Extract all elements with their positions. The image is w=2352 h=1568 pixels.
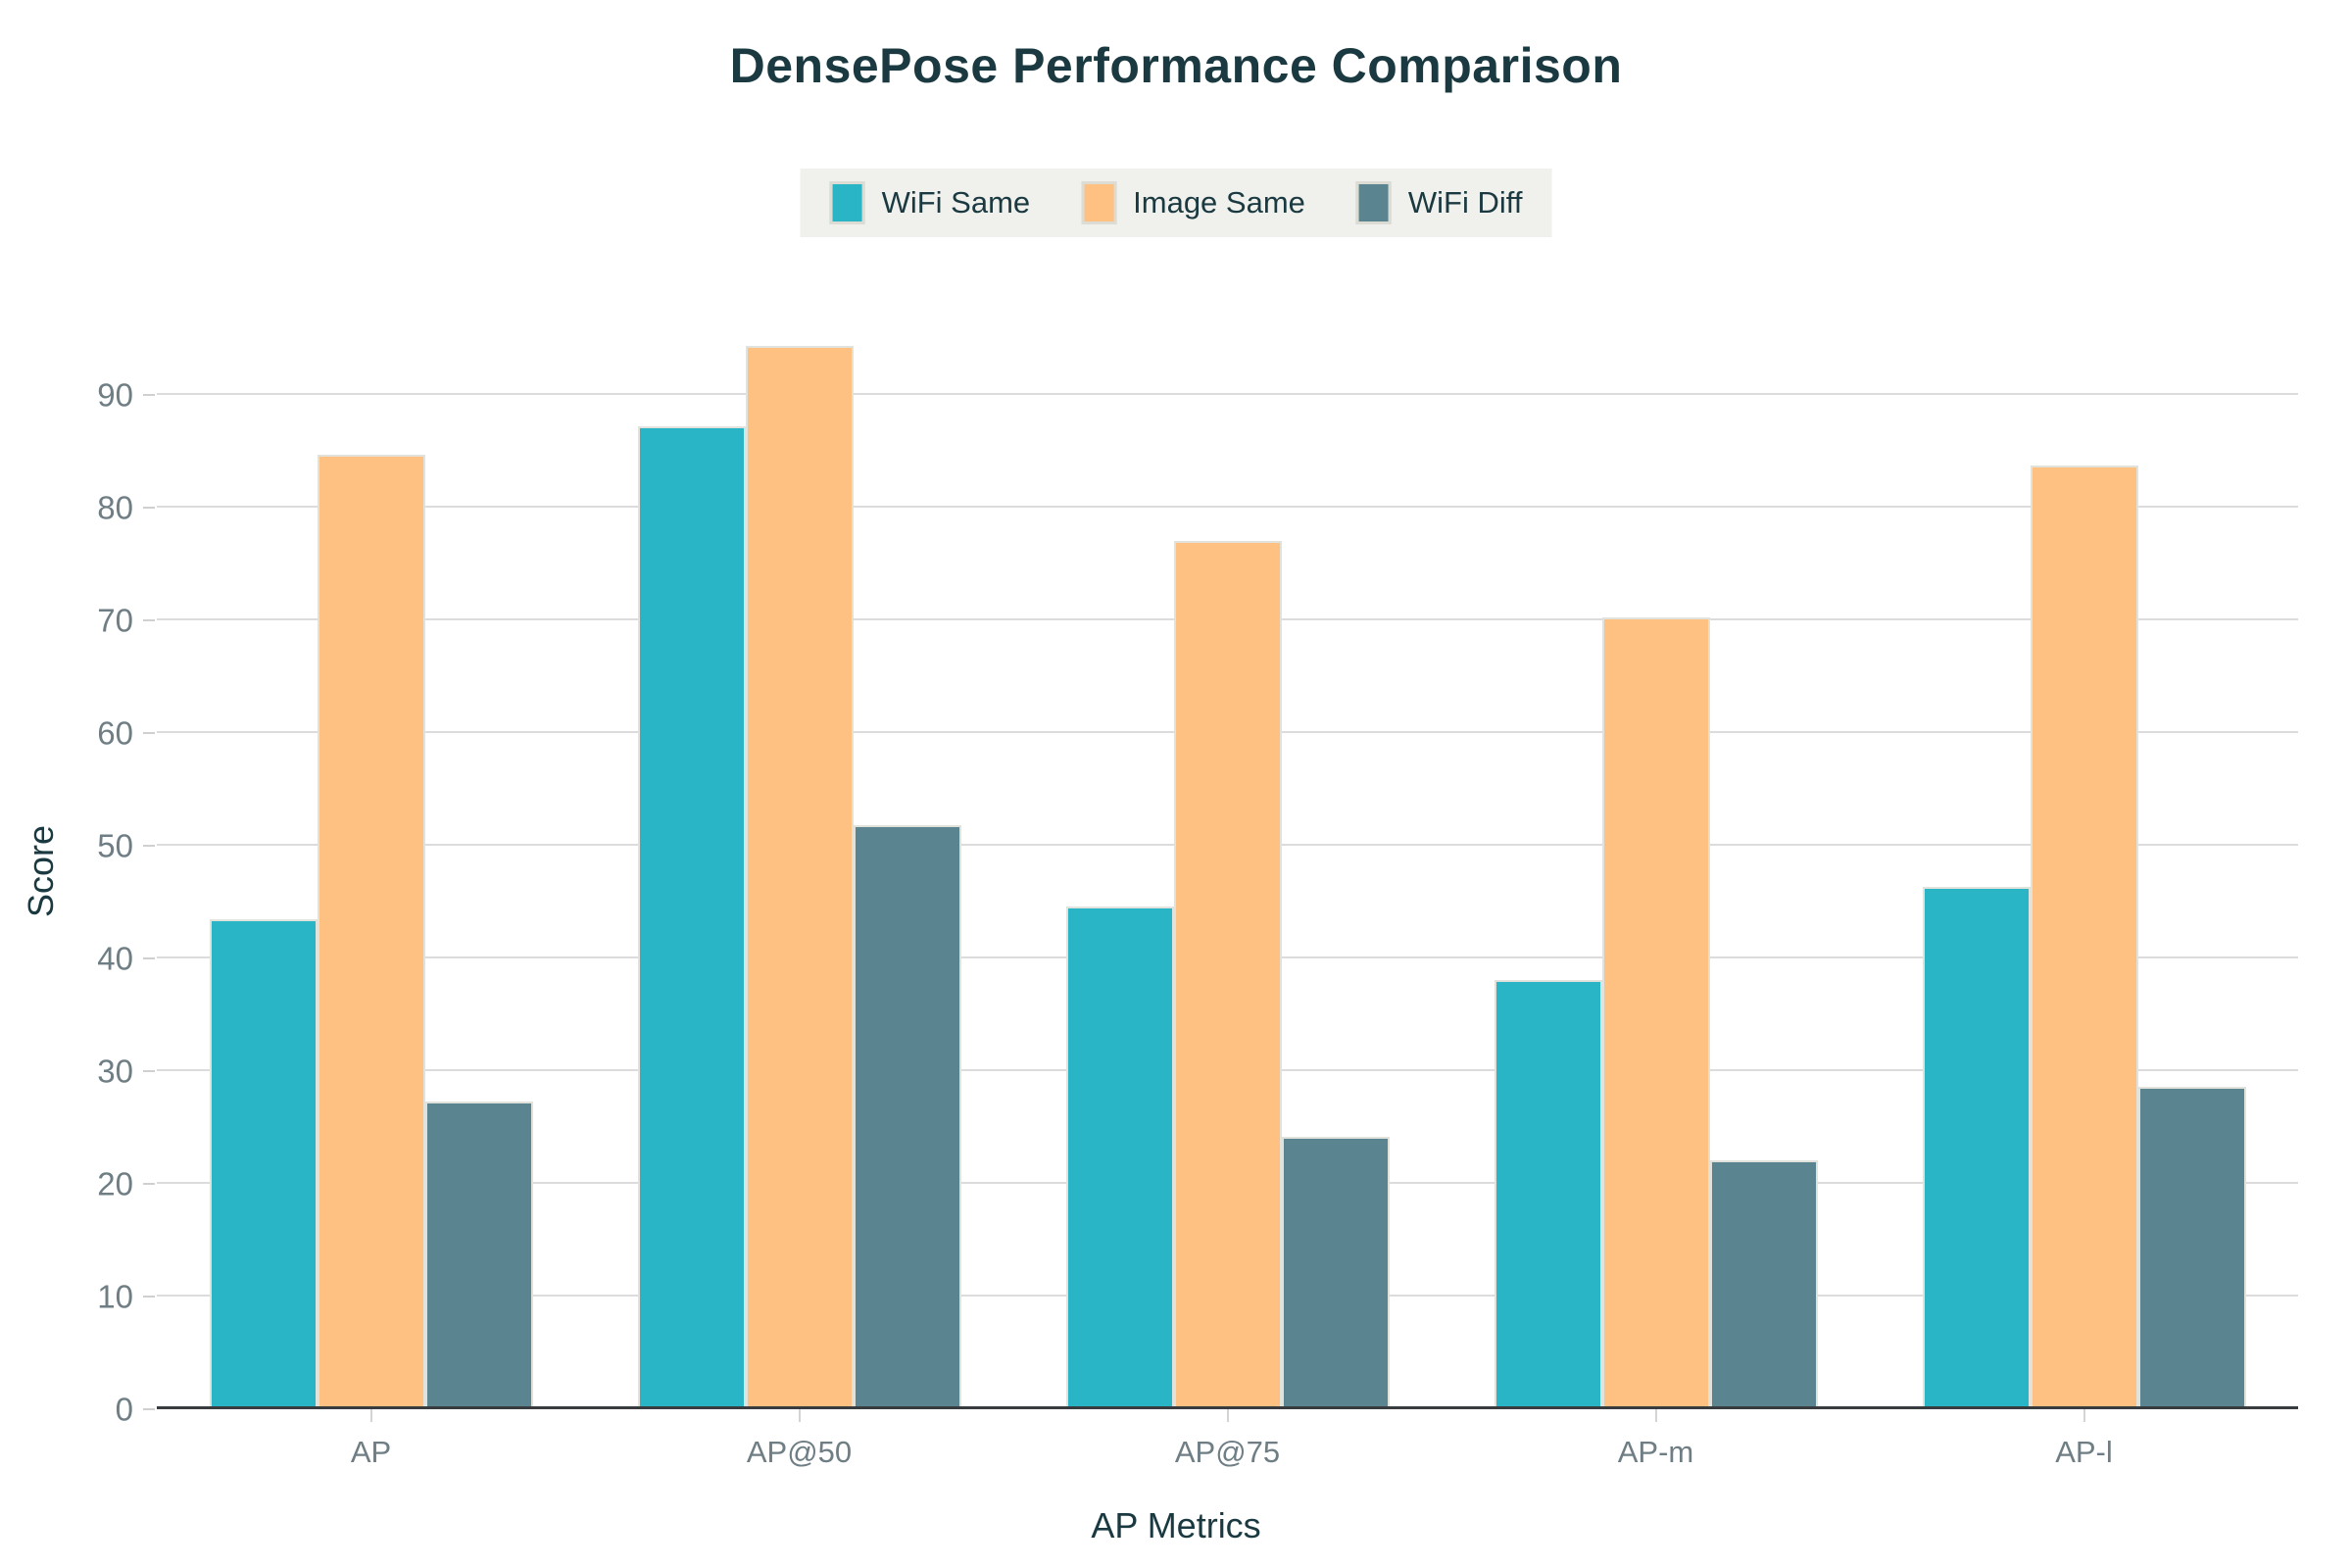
y-tick-label-40: 40: [97, 940, 133, 977]
x-tick-mark-ap-50: [798, 1409, 801, 1422]
x-tick-label-ap-50: AP@50: [746, 1435, 853, 1469]
y-tick-label-60: 60: [97, 714, 133, 752]
bar-wifi-diff-ap-l: [2137, 1087, 2246, 1409]
y-tick-mark-10: [143, 1296, 155, 1298]
chart-title: DensePose Performance Comparison: [729, 38, 1623, 93]
y-tick-mark-20: [143, 1183, 155, 1186]
y-tick-label-20: 20: [97, 1165, 133, 1202]
y-tick-mark-40: [143, 957, 155, 960]
legend-label: WiFi Diff: [1407, 185, 1523, 220]
bar-wifi-diff-ap-75: [1281, 1136, 1390, 1409]
x-tick-label-ap-m: AP-m: [1617, 1435, 1694, 1469]
y-tick-label-0: 0: [115, 1391, 133, 1428]
y-axis-title: Score: [21, 824, 61, 918]
y-tick-mark-80: [143, 507, 155, 510]
bar-wifi-same-ap-m: [1494, 979, 1602, 1409]
x-axis-title: AP Metrics: [1091, 1505, 1261, 1545]
y-tick-label-90: 90: [97, 376, 133, 414]
legend-swatch-icon: [829, 181, 865, 224]
bar-wifi-diff-ap: [424, 1102, 533, 1409]
y-tick-mark-60: [143, 732, 155, 735]
legend-swatch-icon: [1081, 181, 1117, 224]
y-tick-mark-0: [143, 1408, 155, 1410]
x-tick-mark-ap-m: [1654, 1409, 1657, 1422]
y-tick-label-50: 50: [97, 827, 133, 864]
x-tick-label-ap-l: AP-l: [2055, 1435, 2113, 1469]
gridline-y-90: [157, 393, 2298, 396]
bar-image-same-ap: [317, 455, 425, 1409]
x-tick-mark-ap: [369, 1409, 372, 1422]
x-tick-mark-ap-75: [1226, 1409, 1229, 1422]
bar-wifi-same-ap-75: [1065, 906, 1174, 1409]
bar-image-same-ap-75: [1173, 540, 1282, 1409]
y-tick-label-10: 10: [97, 1278, 133, 1315]
bar-image-same-ap-m: [1601, 616, 1710, 1409]
legend-item-wifi-same: WiFi Same: [829, 181, 1031, 224]
bar-wifi-diff-ap-m: [1709, 1159, 1818, 1409]
legend-item-wifi-diff: WiFi Diff: [1355, 181, 1523, 224]
y-tick-mark-70: [143, 619, 155, 622]
bar-wifi-diff-ap-50: [853, 825, 961, 1409]
y-tick-label-30: 30: [97, 1053, 133, 1090]
bar-group-ap-m: AP-m: [1442, 333, 1870, 1469]
plot-area: 0 10 20 30 40 50 60 70 80 90 AP AP@50 AP@75 AP-m AP-l: [97, 333, 2298, 1469]
bar-wifi-same-ap-50: [637, 426, 746, 1409]
gridline-y-80: [157, 506, 2298, 509]
legend-label: Image Same: [1133, 185, 1305, 220]
bar-group-ap-50: AP@50: [585, 333, 1013, 1469]
bar-wifi-same-ap-l: [1922, 886, 2031, 1409]
chart-legend: WiFi Same Image Same WiFi Diff: [800, 169, 1552, 237]
bar-group-ap-l: AP-l: [1870, 333, 2298, 1469]
bar-wifi-same-ap: [209, 918, 318, 1409]
y-tick-label-80: 80: [97, 489, 133, 526]
bar-group-ap-75: AP@75: [1013, 333, 1442, 1469]
x-tick-mark-ap-l: [2082, 1409, 2085, 1422]
legend-label: WiFi Same: [881, 185, 1031, 220]
bar-image-same-ap-l: [2030, 465, 2138, 1409]
y-tick-label-70: 70: [97, 602, 133, 639]
legend-item-image-same: Image Same: [1081, 181, 1305, 224]
x-axis-line: [157, 1406, 2298, 1409]
bar-group-ap: AP: [157, 333, 585, 1469]
y-tick-mark-90: [143, 394, 155, 397]
y-tick-mark-50: [143, 845, 155, 848]
bar-image-same-ap-50: [745, 345, 854, 1409]
x-tick-label-ap-75: AP@75: [1174, 1435, 1281, 1469]
legend-swatch-icon: [1355, 181, 1392, 224]
y-tick-mark-30: [143, 1070, 155, 1073]
x-tick-label-ap: AP: [350, 1435, 392, 1469]
